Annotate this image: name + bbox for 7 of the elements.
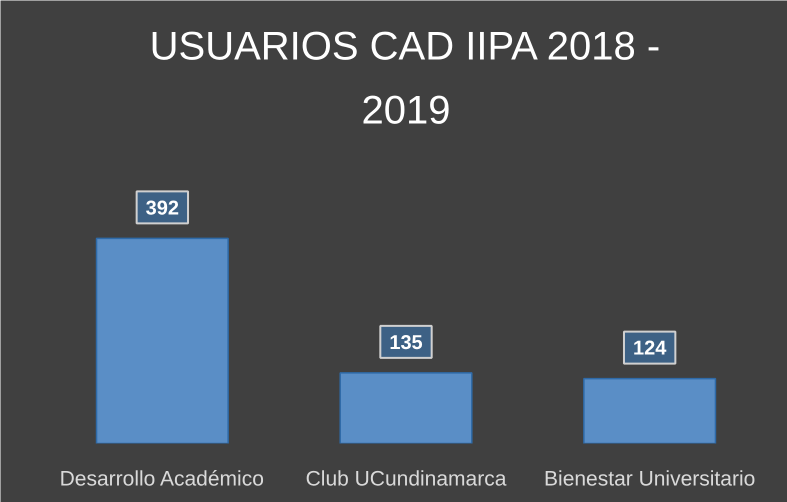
x-tick-label: Desarrollo Académico (60, 468, 264, 490)
chart-title: USUARIOS CAD IIPA 2018 - 2019 (150, 24, 660, 132)
x-tick-label: Bienestar Universitario (544, 468, 756, 490)
data-label: 135 (389, 332, 423, 354)
data-label: 392 (146, 197, 180, 220)
x-tick-label: Club UCundinamarca (306, 468, 507, 490)
data-label: 124 (632, 338, 668, 360)
